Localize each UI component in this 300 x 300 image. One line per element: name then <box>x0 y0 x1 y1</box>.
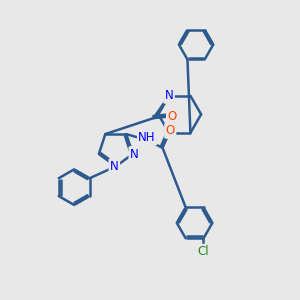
Text: NH: NH <box>138 131 156 144</box>
Text: O: O <box>167 110 177 123</box>
Text: N: N <box>110 160 119 173</box>
Text: N: N <box>130 148 139 160</box>
Text: N: N <box>165 89 173 102</box>
Text: O: O <box>166 124 175 137</box>
Text: Cl: Cl <box>198 245 209 258</box>
